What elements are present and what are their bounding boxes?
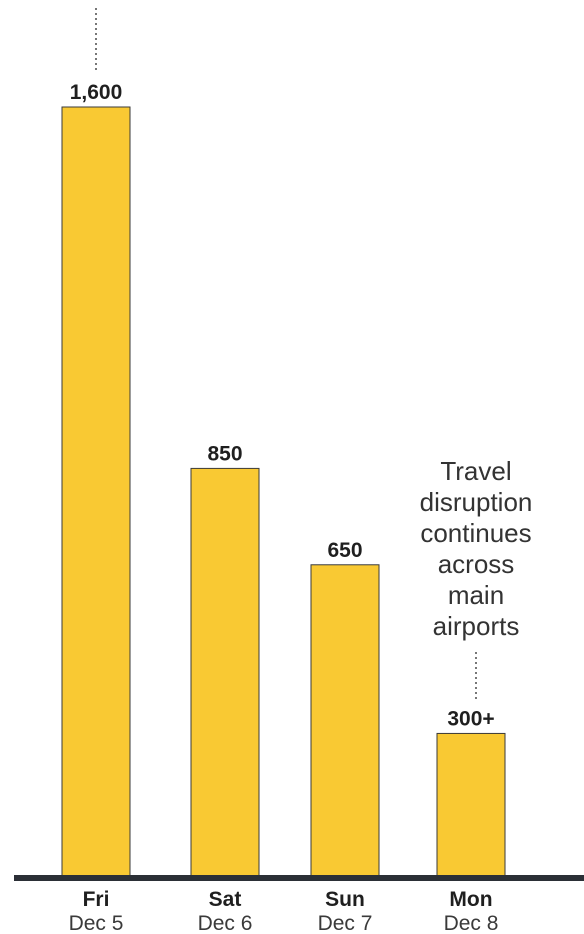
x-tick-date-fri: Dec 5 [69, 912, 124, 934]
x-tick-date-sat: Dec 6 [198, 912, 253, 934]
annotation-line: across [438, 549, 515, 579]
annotation-line: disruption [420, 487, 533, 517]
value-label-fri: 1,600 [70, 81, 123, 104]
value-label-mon: 300+ [447, 707, 494, 730]
bar-mon [436, 732, 506, 879]
bar-sat [190, 467, 260, 879]
x-tick-date-mon: Dec 8 [444, 912, 499, 934]
x-tick-date-sun: Dec 7 [318, 912, 373, 934]
x-tick-day-sat: Sat [209, 888, 242, 911]
x-tick-day-fri: Fri [83, 888, 110, 911]
annotation-line: continues [420, 518, 531, 548]
annotation-line: airports [433, 611, 520, 641]
value-label-sat: 850 [207, 442, 242, 465]
x-tick-day-mon: Mon [449, 888, 492, 911]
bar-fri [61, 106, 131, 879]
value-label-sun: 650 [327, 539, 362, 562]
annotation-line: Travel [440, 456, 511, 486]
x-tick-day-sun: Sun [325, 888, 365, 911]
bar-sun [310, 564, 380, 879]
annotation-line: main [448, 580, 504, 610]
